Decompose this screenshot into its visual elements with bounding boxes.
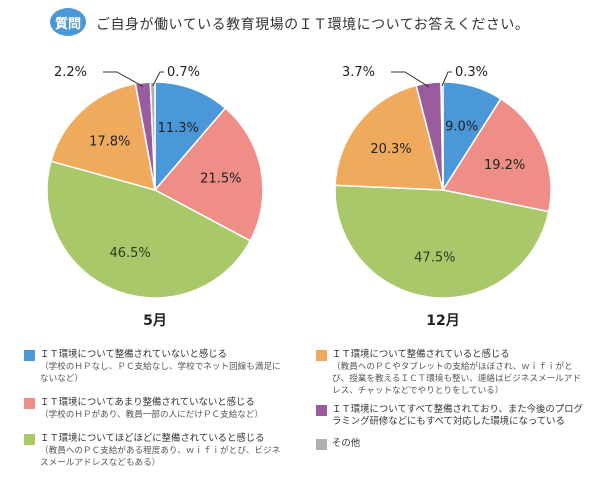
legend-label: ＩＴ環境についてあまり整備されていないと感じる	[40, 397, 255, 408]
pie1-leader-4	[391, 71, 430, 88]
legend-item-other: その他	[316, 438, 586, 450]
pie0-title: 5月	[143, 313, 167, 329]
legend-label: ＩＴ環境について整備されていないと感じる	[40, 349, 227, 360]
question-badge-text: 質問	[54, 16, 81, 32]
question-badge: 質問	[50, 8, 86, 36]
pie1-slice-5	[440, 81, 444, 191]
legend-item-moderately-maintained: ＩＴ環境についてほどほどに整備されていると感じる （教員へのＰＣ支給がある程度あ…	[24, 433, 286, 469]
pie1-label-4: 3.7%	[342, 65, 375, 80]
pie0-slice-3	[49, 82, 156, 192]
legend-swatch-blue	[24, 350, 35, 361]
legend-swatch-red	[24, 398, 35, 409]
legend-swatch-green	[24, 434, 35, 445]
pie1-title: 12月	[426, 313, 459, 329]
legend-label: ＩＴ環境についてほどほどに整備されていると感じる	[40, 433, 265, 444]
legend-sub: （学校のＨＰなし、ＰＣ支給なし、学校でネット回線も満足にないなど）	[40, 362, 281, 384]
legend-swatch-purple	[316, 405, 327, 416]
pie0-label-0: 11.3%	[158, 121, 199, 136]
pie0-slice-0	[154, 81, 227, 193]
legend-item-fully-maintained: ＩＴ環境についてすべて整備されており、また今後のプログラミング研修などにもすべて…	[316, 404, 586, 428]
legend-label: その他	[332, 438, 361, 449]
pie1-label-0: 9.0%	[445, 120, 478, 135]
pie0-leader-5	[152, 71, 164, 87]
pie0-leader-4	[103, 71, 144, 88]
legend-item-not-maintained: ＩＴ環境について整備されていないと感じる （学校のＨＰなし、ＰＣ支給なし、学校で…	[24, 349, 286, 385]
legend-sub: （教員へのＰＣやタブレットの支給がほぼされ、ｗｉｆｉがとび、授業を教えるＩＣＴ環…	[332, 362, 581, 396]
legend-swatch-gray	[316, 439, 327, 450]
pie1-label-5: 0.3%	[455, 65, 488, 80]
pie1-label-3: 20.3%	[370, 142, 411, 157]
pie1-leader-5	[441, 71, 452, 87]
legend-right: ＩＴ環境について整備されていると感じる （教員へのＰＣやタブレットの支給がほぼさ…	[316, 349, 586, 450]
pie1-slice-1	[441, 97, 552, 213]
pie0-label-1: 21.5%	[200, 172, 241, 187]
pie1-slice-2	[334, 184, 550, 299]
legend-sub: （教員へのＰＣ支給がある程度あり、ｗｉｆｉがとび、ビジネスメールアドレスなどもあ…	[40, 446, 281, 468]
pie1-label-2: 47.5%	[414, 250, 455, 265]
legend-item-mostly-not-maintained: ＩＴ環境についてあまり整備されていないと感じる （学校のＨＰがあり、教員一部の人…	[24, 397, 286, 421]
pie0-label-5: 0.7%	[167, 65, 200, 80]
question-title: ご自身が働いている教育現場のＩＴ環境についてお答えください。	[96, 17, 530, 33]
legend-item-maintained: ＩＴ環境について整備されていると感じる （教員へのＰＣやタブレットの支給がほぼさ…	[316, 349, 586, 397]
legend-swatch-orange	[316, 350, 327, 361]
pie0-slice-1	[153, 107, 264, 242]
legend-left: ＩＴ環境について整備されていないと感じる （学校のＨＰなし、ＰＣ支給なし、学校で…	[24, 349, 286, 469]
legend-sub: （学校のＨＰがあり、教員一部の人にだけＰＣ支給など）	[40, 410, 264, 420]
pie1-label-1: 19.2%	[484, 158, 525, 173]
legend-label: ＩＴ環境についてすべて整備されており、また今後のプログラミング研修などにもすべて…	[332, 404, 583, 427]
pie0-label-2: 46.5%	[109, 246, 150, 261]
pie0-label-3: 17.8%	[89, 135, 130, 150]
pie0-slice-2	[46, 160, 252, 299]
pie1-slice-3	[334, 84, 444, 191]
legend-label: ＩＴ環境について整備されていると感じる	[332, 349, 510, 360]
pie0-label-4: 2.2%	[54, 65, 87, 80]
